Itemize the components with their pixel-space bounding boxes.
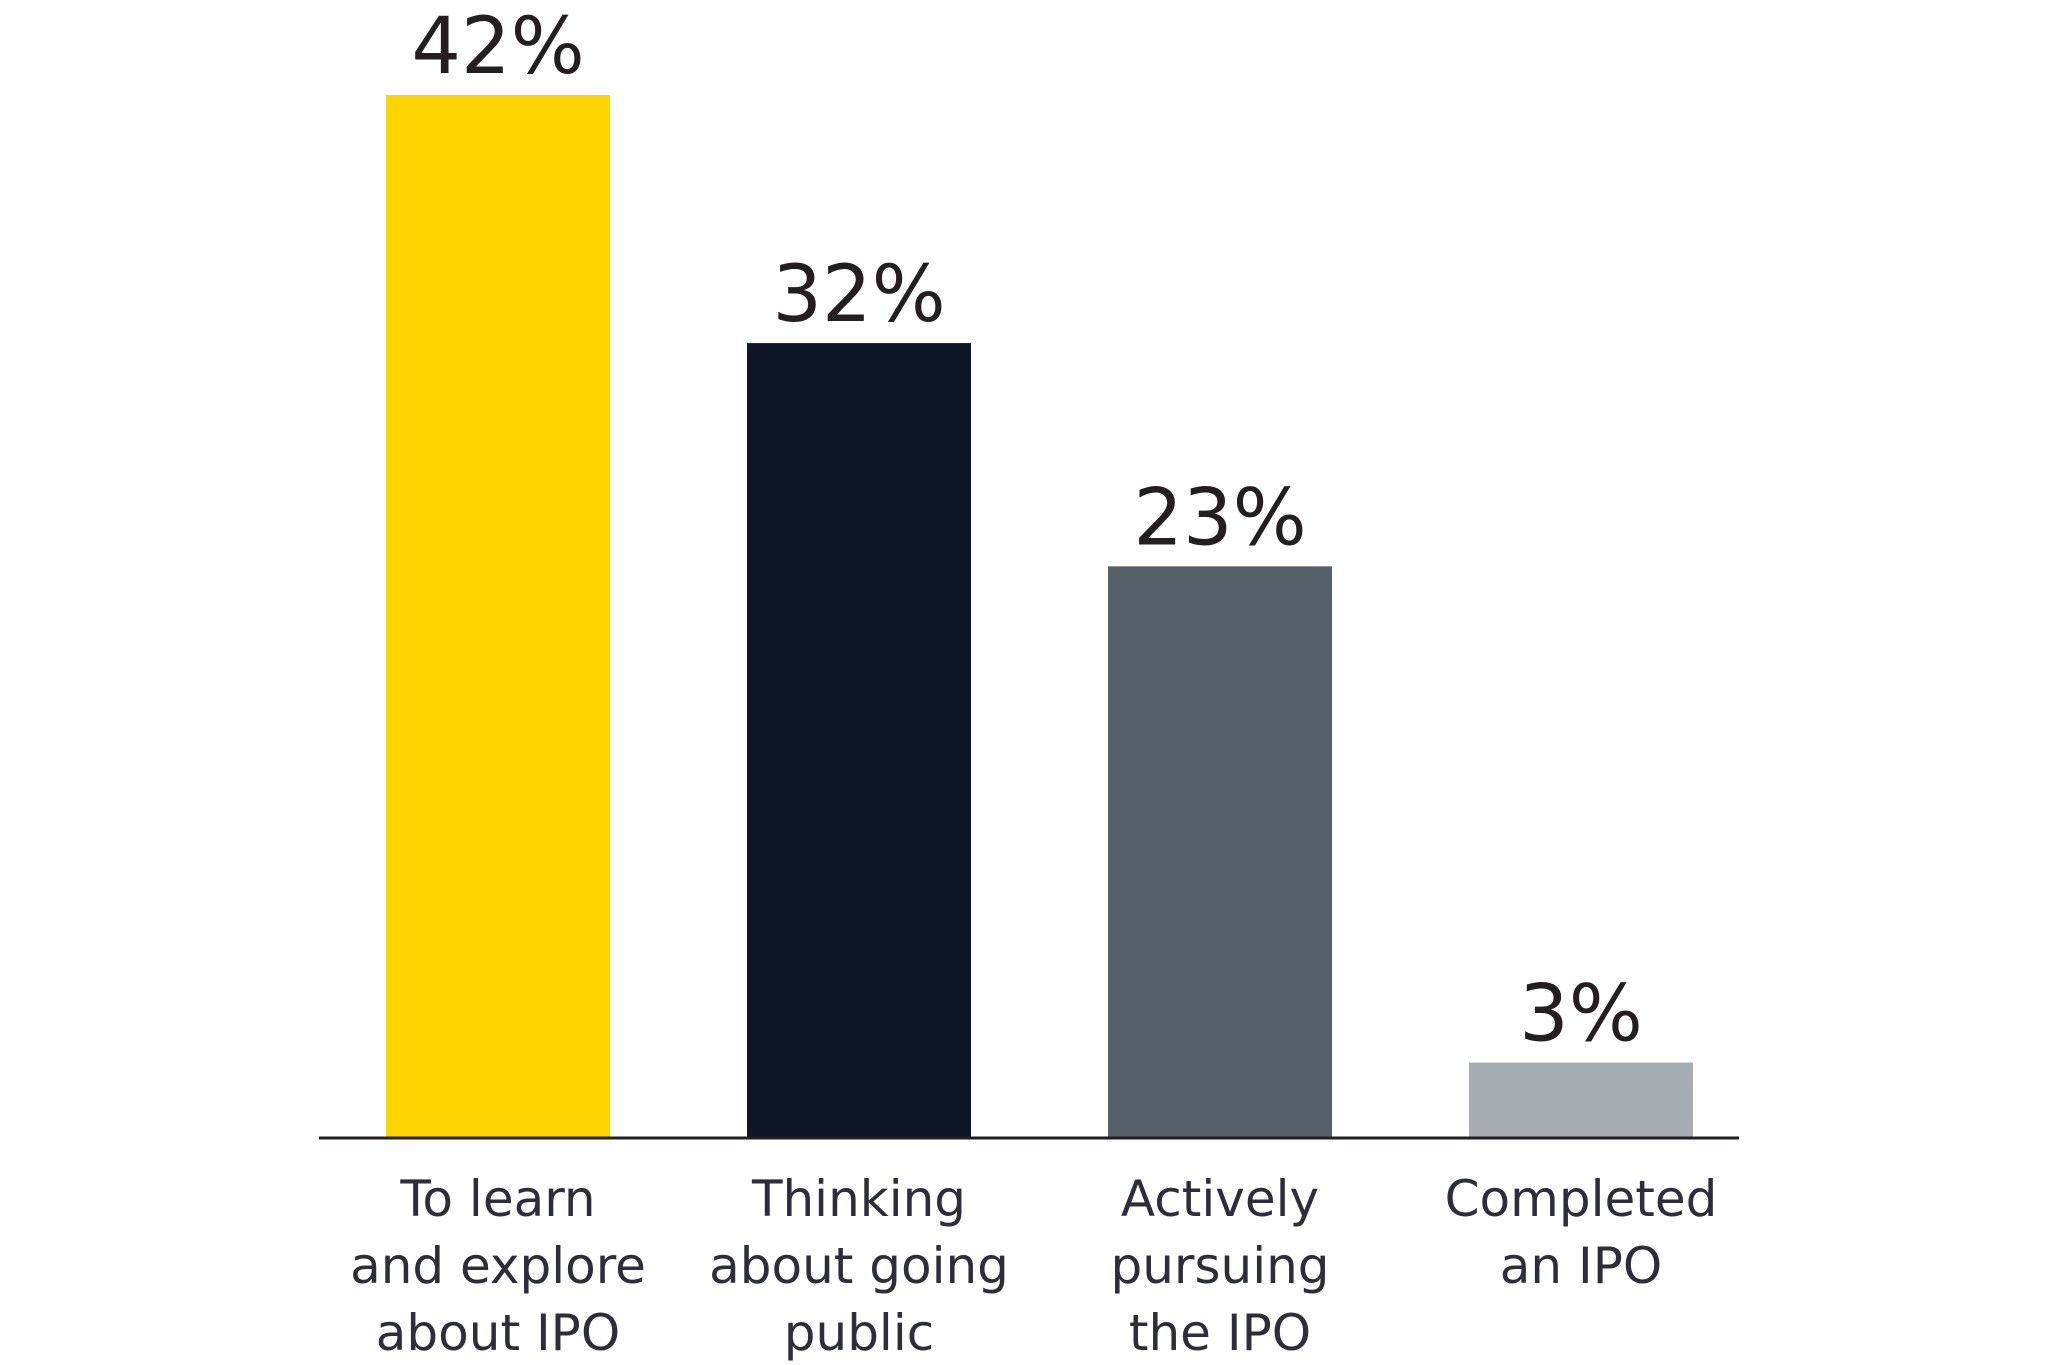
bars-group: [386, 95, 1693, 1138]
category-label-1-line-2: and explore: [350, 1237, 646, 1295]
category-label-4-line-2: an IPO: [1500, 1237, 1662, 1295]
labels-group: 42% To learn and explore about IPO 32% Thinki…: [350, 2, 1717, 1362]
value-label-4: 3%: [1519, 970, 1643, 1060]
value-label-3: 23%: [1133, 473, 1306, 563]
category-label-2-line-3: public: [784, 1304, 934, 1362]
bar-3: [1108, 566, 1332, 1137]
bar-1: [386, 95, 610, 1137]
category-label-1-line-1: To learn: [399, 1170, 595, 1228]
category-label-3-line-3: the IPO: [1129, 1304, 1311, 1362]
category-label-2-line-2: about going: [709, 1237, 1009, 1295]
value-label-1: 42%: [411, 2, 584, 92]
category-label-2-line-1: Thinking: [751, 1170, 966, 1228]
category-label-1-line-3: about IPO: [376, 1304, 620, 1362]
bar-4: [1469, 1062, 1693, 1137]
value-label-2: 32%: [772, 250, 945, 340]
category-label-4-line-1: Completed: [1445, 1170, 1718, 1228]
category-label-3-line-1: Actively: [1121, 1170, 1319, 1228]
bar-2: [747, 343, 971, 1138]
category-label-3-line-2: pursuing: [1110, 1237, 1329, 1295]
